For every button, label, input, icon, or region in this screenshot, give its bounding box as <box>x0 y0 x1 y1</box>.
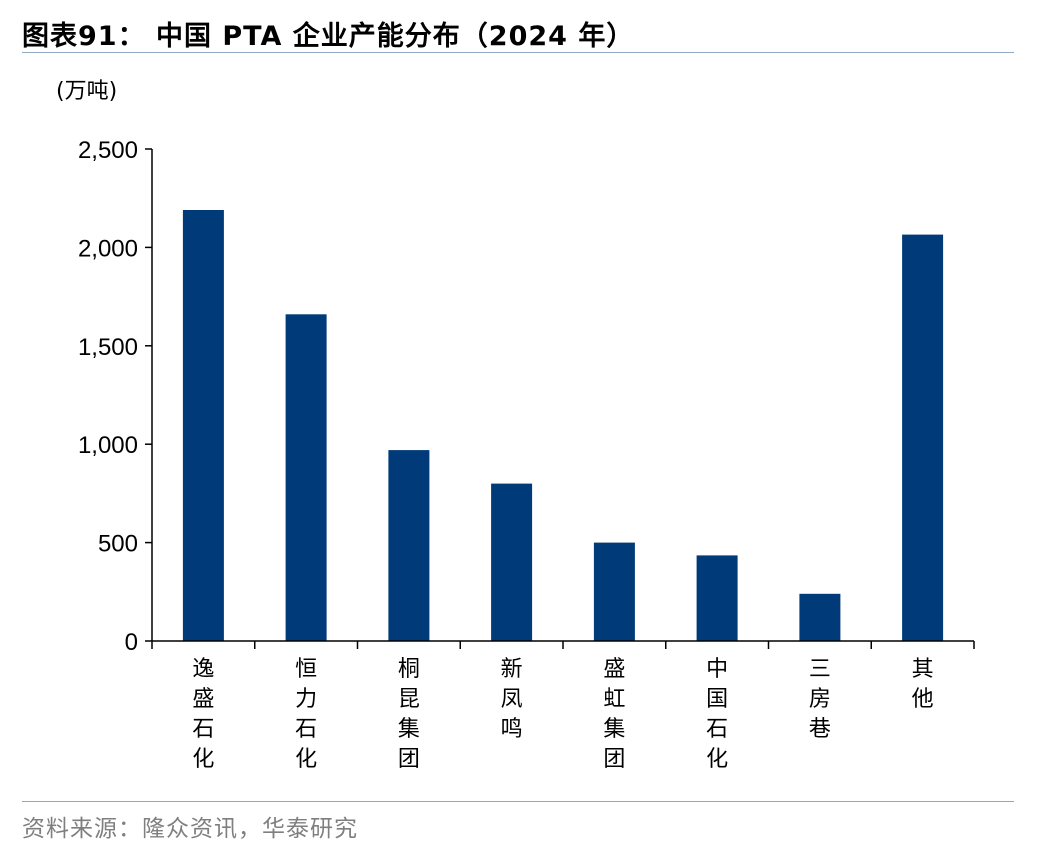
y-tick-label: 2,500 <box>78 137 138 164</box>
x-category-label: 其他 <box>912 657 934 712</box>
x-category-label: 新凤鸣 <box>501 657 523 742</box>
bar-6 <box>696 555 738 641</box>
bar-7 <box>799 593 841 641</box>
y-tick-label: 0 <box>125 629 138 656</box>
figure-title: 图表91： 中国 PTA 企业产能分布（2024 年） <box>22 21 635 52</box>
bar-8 <box>902 234 944 641</box>
y-tick-label: 1,000 <box>78 432 138 459</box>
bar-4 <box>491 483 533 641</box>
bars-group <box>182 210 944 641</box>
title-divider <box>22 52 1014 53</box>
bar-2 <box>285 314 327 641</box>
y-tick-label: 2,000 <box>78 235 138 262</box>
source-divider <box>22 801 1014 802</box>
y-tick-label: 500 <box>98 531 138 558</box>
x-category-label: 恒力石化 <box>295 657 317 772</box>
x-axis: 逸盛石化 恒力石化 桐昆集团 新凤鸣 盛虹集团 中国石化 三房巷 其他 <box>151 640 975 772</box>
y-axis-unit: (万吨) <box>56 79 118 104</box>
bar-1 <box>182 210 224 641</box>
y-axis: 0 500 1,000 1,500 2,000 2,500 <box>78 137 153 656</box>
y-tick-label: 1,500 <box>78 334 138 361</box>
source-note: 资料来源：隆众资讯，华泰研究 <box>22 816 358 842</box>
bar-5 <box>593 542 635 641</box>
x-category-label: 盛虹集团 <box>603 657 625 772</box>
x-category-label: 桐昆集团 <box>398 657 420 772</box>
bar-3 <box>388 450 430 641</box>
x-category-label: 逸盛石化 <box>192 657 214 772</box>
x-category-label: 中国石化 <box>706 657 728 772</box>
x-category-label: 三房巷 <box>809 657 831 742</box>
